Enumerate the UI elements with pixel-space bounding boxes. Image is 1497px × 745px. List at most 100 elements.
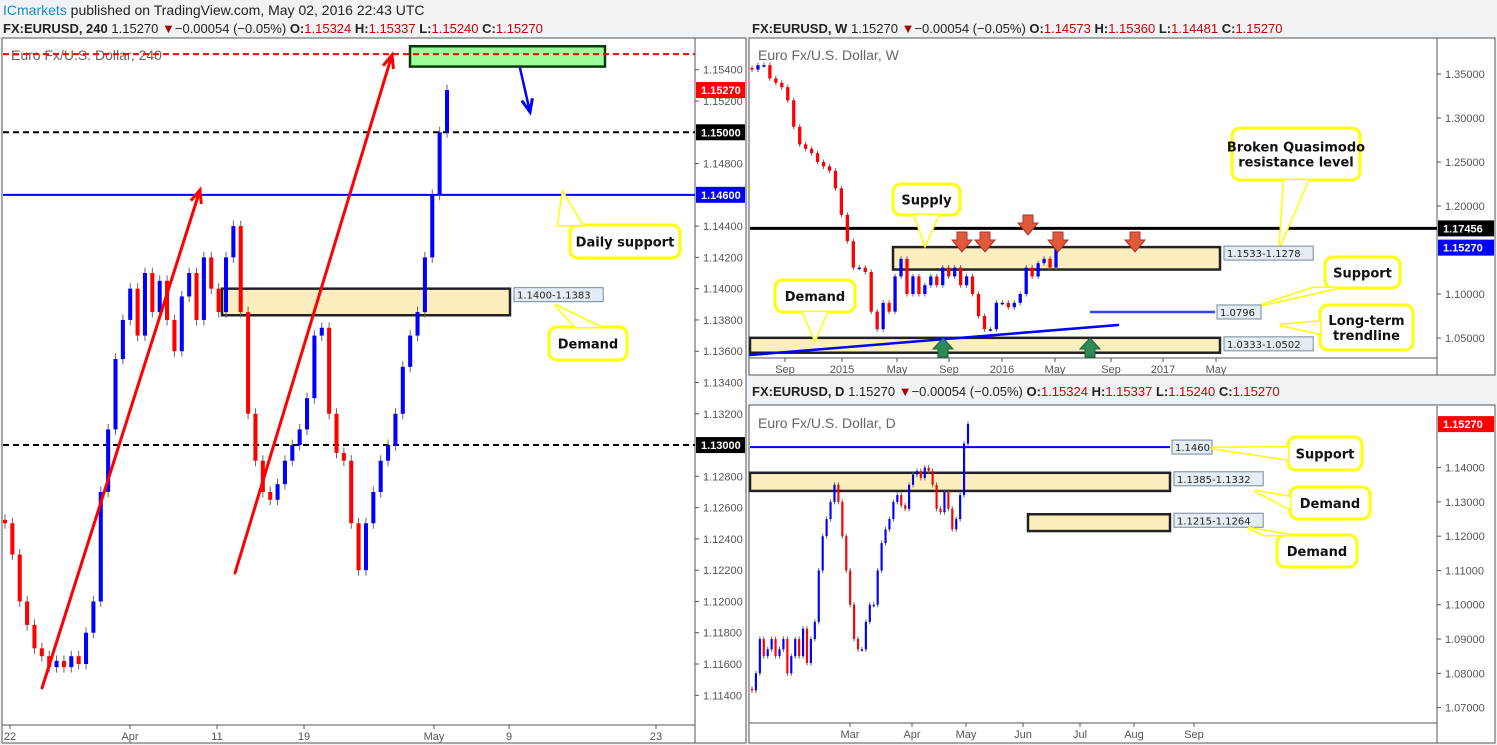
candle-body — [774, 78, 778, 83]
candle-body — [268, 491, 273, 500]
x-tick-label: May — [424, 731, 445, 743]
down-triangle-icon: ▼ — [898, 384, 912, 399]
price-badge — [696, 186, 745, 203]
candle-body — [223, 257, 229, 313]
callout-label: Long-term — [1328, 314, 1404, 329]
y-tick-label: 1.05000 — [1445, 333, 1485, 345]
candle-body — [106, 429, 111, 492]
candle-body — [853, 604, 856, 640]
price-badge — [1438, 416, 1494, 433]
callout-label: Daily support — [576, 236, 675, 251]
candle-body — [825, 519, 828, 537]
candle-body — [904, 505, 907, 509]
callout-pointer-fill — [1280, 321, 1320, 334]
candle-body — [32, 624, 37, 649]
candle-body — [750, 688, 754, 691]
trend-arrow — [233, 53, 394, 575]
candle-body — [911, 276, 915, 295]
callout: Support — [1211, 435, 1364, 472]
x-tick-label: Mar — [841, 729, 860, 741]
symbol: FX:EURUSD, W — [752, 21, 848, 36]
zone-rect — [1026, 513, 1172, 533]
callout-box — [568, 223, 682, 260]
high: 1.15360 — [1108, 21, 1156, 36]
candle-body — [754, 673, 758, 691]
candle-body — [371, 491, 376, 524]
last-price: 1.15270 — [848, 384, 896, 399]
x-tick-label: May — [1045, 364, 1066, 376]
candle-body — [142, 273, 147, 336]
chart-title-240: FX:EURUSD, 240 1.15270 ▼−0.00054 (−0.05%… — [3, 21, 543, 36]
candle-body — [319, 327, 324, 336]
x-tick-label: Jul — [1073, 729, 1087, 741]
callout-pointer-fill — [1212, 447, 1288, 460]
open: 1.14573 — [1043, 21, 1091, 36]
candle-body — [341, 452, 346, 461]
brand-link[interactable]: ICmarkets — [3, 2, 67, 18]
candle-body — [1030, 267, 1034, 277]
price-badge-label: 1.15270 — [1443, 243, 1483, 255]
support-label: 1.0796 — [1220, 308, 1255, 319]
callout: Demand — [1247, 526, 1359, 569]
candle-body — [833, 170, 838, 189]
callout-label: Demand — [558, 338, 619, 353]
price-badge-label: 1.15000 — [701, 127, 741, 139]
callout: Demand — [1254, 485, 1372, 521]
price-badge-label: 1.15270 — [701, 85, 741, 97]
zone-rect — [408, 45, 607, 68]
y-tick-label: 1.11800 — [703, 628, 742, 640]
down-arrow — [518, 66, 532, 114]
zone-rect — [748, 471, 1172, 493]
candle-body — [135, 288, 140, 336]
candle-body — [994, 302, 999, 330]
chart-watermark: Euro Fx/U.S. Dollar, D — [758, 415, 896, 431]
y-tick-label: 1.12000 — [703, 596, 743, 608]
candle-body — [958, 267, 963, 286]
y-tick-label: 1.10000 — [1445, 600, 1485, 612]
candle-body — [84, 632, 89, 665]
candle-body — [821, 536, 824, 571]
red-down-arrow-icon — [973, 231, 997, 253]
x-tick-label: May — [956, 729, 977, 741]
x-tick-label: Aug — [1124, 729, 1144, 741]
support-label-bg — [1216, 304, 1262, 320]
x-tick-label: Apr — [121, 731, 138, 743]
price-badge-label: 1.14600 — [701, 190, 741, 202]
candle-body — [923, 467, 926, 478]
candle-body — [305, 398, 310, 430]
candle-body — [120, 319, 125, 360]
candle-body — [1036, 263, 1040, 277]
candle-body — [917, 276, 921, 295]
high: 1.15337 — [368, 21, 416, 36]
price-badge-label: 1.13000 — [701, 440, 741, 452]
zone-label: 1.1533-1.1278 — [1227, 249, 1301, 260]
candle-body — [39, 648, 44, 657]
x-tick-label: 2017 — [1151, 364, 1175, 376]
candle-body — [312, 335, 317, 399]
y-tick-label: 1.15400 — [703, 65, 743, 77]
candle-body — [923, 285, 927, 295]
candle-body — [378, 460, 383, 492]
low: 1.15240 — [1168, 384, 1216, 399]
candle-body — [238, 226, 243, 313]
chart-panel-2: Euro Fx/U.S. Dollar, D 1.14000 1.13000 1.12… — [748, 404, 1496, 744]
price-badge-label: 1.17456 — [1443, 223, 1483, 235]
candle-body — [17, 554, 22, 602]
close: 1.15270 — [1232, 384, 1280, 399]
y-tick-label: 1.12200 — [703, 565, 743, 577]
zone-rect — [220, 287, 512, 317]
last-price: 1.15270 — [850, 21, 898, 36]
candle-body — [875, 311, 879, 330]
candle-body — [1018, 294, 1022, 303]
red-down-arrow-icon — [1016, 214, 1040, 236]
candle-body — [966, 424, 970, 444]
candle-body — [813, 621, 816, 640]
candle-body — [349, 460, 354, 524]
change: −0.00054 (−0.05%) — [911, 384, 1023, 399]
candle-body — [1024, 267, 1028, 295]
chart-title-daily: FX:EURUSD, D 1.15270 ▼−0.00054 (−0.05%) … — [752, 384, 1280, 399]
candle-body — [780, 82, 784, 88]
candle-body — [851, 241, 855, 268]
candle-body — [113, 359, 118, 430]
